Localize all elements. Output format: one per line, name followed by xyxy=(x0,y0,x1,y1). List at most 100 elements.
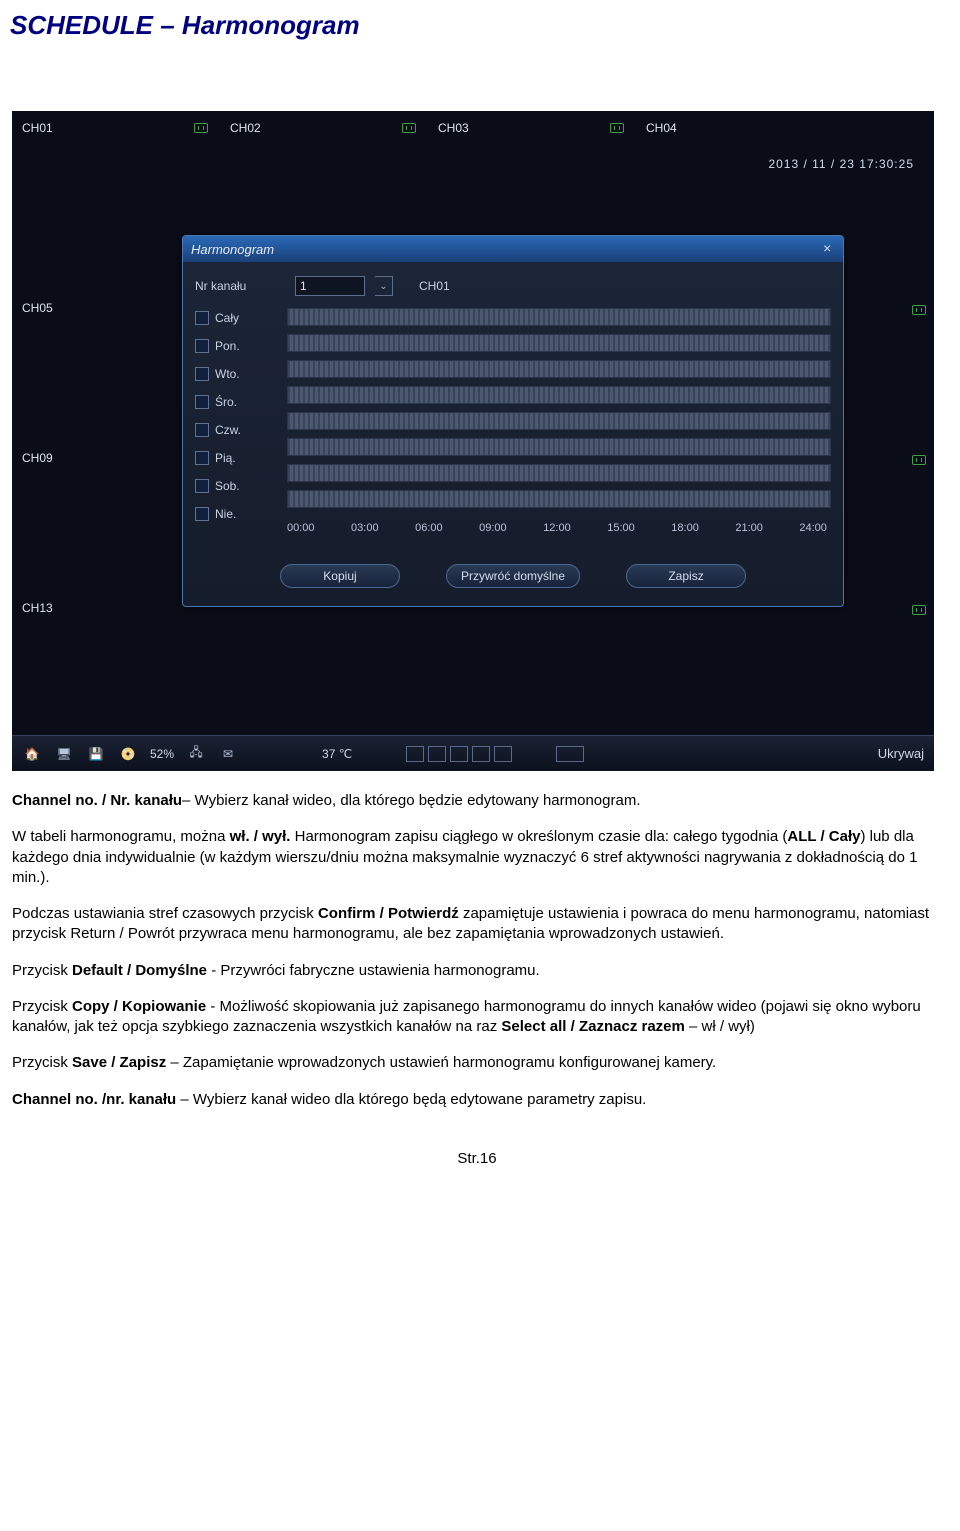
channel-cell: CH03 xyxy=(428,121,636,135)
day-column: Cały Pon. Wto. Śro. Czw. Pią. Sob. Nie. xyxy=(195,308,287,534)
schedule-bar[interactable] xyxy=(287,386,831,404)
day-checkbox-wed[interactable] xyxy=(195,395,209,409)
day-label: Śro. xyxy=(215,395,237,409)
channel-cell: CH04 xyxy=(636,121,844,135)
day-checkbox-tue[interactable] xyxy=(195,367,209,381)
taskbar: 🏠 🖥 💾 📀 52% 🖧 ✉ 37 ℃ Ukrywaj xyxy=(12,735,934,771)
copy-button[interactable]: Kopiuj xyxy=(280,564,400,588)
time-label: 06:00 xyxy=(415,522,443,534)
channel-select-row: Nr kanału 1 ⌄ CH01 xyxy=(195,276,831,296)
p5-text3: – wł / wył) xyxy=(685,1018,755,1035)
day-checkbox-sun[interactable] xyxy=(195,507,209,521)
day-label: Wto. xyxy=(215,367,240,381)
schedule-bar[interactable] xyxy=(287,464,831,482)
channel-label: CH09 xyxy=(22,451,53,465)
day-checkbox-sat[interactable] xyxy=(195,479,209,493)
channel-label: CH04 xyxy=(646,121,677,135)
channel-cell: CH02 xyxy=(220,121,428,135)
channel-row-top: CH01 CH02 CH03 CH04 xyxy=(12,121,934,135)
schedule-bar[interactable] xyxy=(287,438,831,456)
channel-label: CH01 xyxy=(22,121,53,135)
layout-9[interactable] xyxy=(472,746,490,762)
screen-icon[interactable]: 🖥 xyxy=(54,745,74,763)
p2-text: W tabeli harmonogramu, można xyxy=(12,828,225,845)
record-icon xyxy=(912,455,926,465)
schedule-bar[interactable] xyxy=(287,490,831,508)
record-icon xyxy=(610,123,624,133)
schedule-bar[interactable] xyxy=(287,334,831,352)
channel-number-label: Nr kanału xyxy=(195,279,285,293)
document-body: Channel no. / Nr. kanału– Wybierz kanał … xyxy=(0,771,960,1207)
p2-bold2: ALL / Cały xyxy=(787,828,860,845)
p7-text: – Wybierz kanał wideo dla którego będą e… xyxy=(176,1091,646,1108)
time-label: 12:00 xyxy=(543,522,571,534)
time-label: 24:00 xyxy=(799,522,827,534)
day-label: Pon. xyxy=(215,339,240,353)
p6-bold: Save / Zapisz xyxy=(72,1054,166,1071)
time-axis: 00:00 03:00 06:00 09:00 12:00 15:00 18:0… xyxy=(287,522,831,534)
schedule-bar[interactable] xyxy=(287,412,831,430)
time-label: 18:00 xyxy=(671,522,699,534)
day-label: Cały xyxy=(215,311,239,325)
layout-4[interactable] xyxy=(428,746,446,762)
temperature-label: 37 ℃ xyxy=(322,747,352,761)
p3-text: Podczas ustawiania stref czasowych przyc… xyxy=(12,905,318,922)
record-icon xyxy=(912,605,926,615)
disk-icon[interactable]: 📀 xyxy=(118,745,138,763)
channel-cell: CH01 xyxy=(12,121,220,135)
schedule-modal: Harmonogram × Nr kanału 1 ⌄ CH01 Cały Po… xyxy=(182,235,844,607)
day-label: Czw. xyxy=(215,423,241,437)
day-label: Nie. xyxy=(215,507,236,521)
restore-defaults-button[interactable]: Przywróć domyślne xyxy=(446,564,580,588)
p6-text: Przycisk xyxy=(12,1054,72,1071)
schedule-bar[interactable] xyxy=(287,308,831,326)
close-icon[interactable]: × xyxy=(819,241,835,257)
mail-icon[interactable]: ✉ xyxy=(218,745,238,763)
home-icon[interactable]: 🏠 xyxy=(22,745,42,763)
time-label: 21:00 xyxy=(735,522,763,534)
p7-bold: Channel no. /nr. kanału xyxy=(12,1091,176,1108)
chevron-down-icon[interactable]: ⌄ xyxy=(375,276,393,296)
day-label: Pią. xyxy=(215,451,236,465)
page-number: Str.16 xyxy=(12,1150,942,1167)
layout-1[interactable] xyxy=(406,746,424,762)
p4-text2: - Przywróci fabryczne ustawienia harmono… xyxy=(207,962,540,979)
layout-16[interactable] xyxy=(494,746,512,762)
channel-label: CH05 xyxy=(22,301,53,315)
time-label: 00:00 xyxy=(287,522,315,534)
p1-bold: Channel no. / Nr. kanału xyxy=(12,792,182,809)
save-button[interactable]: Zapisz xyxy=(626,564,746,588)
p5-text: Przycisk xyxy=(12,998,72,1015)
usb-icon[interactable]: 💾 xyxy=(86,745,106,763)
bars-column: 00:00 03:00 06:00 09:00 12:00 15:00 18:0… xyxy=(287,308,831,534)
layout-8[interactable] xyxy=(450,746,468,762)
right-record-icons xyxy=(912,305,926,615)
modal-body: Nr kanału 1 ⌄ CH01 Cały Pon. Wto. Śro. C… xyxy=(183,262,843,606)
schedule-grid: Cały Pon. Wto. Śro. Czw. Pią. Sob. Nie. xyxy=(195,308,831,534)
record-icon xyxy=(402,123,416,133)
page-title: SCHEDULE – Harmonogram xyxy=(0,0,960,51)
record-icon xyxy=(912,305,926,315)
day-checkbox-thu[interactable] xyxy=(195,423,209,437)
day-checkbox-fri[interactable] xyxy=(195,451,209,465)
p2-text2: Harmonogram zapisu ciągłego w określonym… xyxy=(290,828,787,845)
hide-button[interactable]: Ukrywaj xyxy=(878,746,924,761)
schedule-bar[interactable] xyxy=(287,360,831,378)
play-icon[interactable] xyxy=(556,746,584,762)
layout-icons xyxy=(406,746,512,762)
time-label: 09:00 xyxy=(479,522,507,534)
datetime-label: 2013 / 11 / 23 17:30:25 xyxy=(768,157,914,171)
channel-label: CH13 xyxy=(22,601,53,615)
day-checkbox-all[interactable] xyxy=(195,311,209,325)
dvr-screenshot: CH01 CH02 CH03 CH04 2013 / 11 / 23 17:30… xyxy=(12,111,934,771)
network-icon[interactable]: 🖧 xyxy=(186,745,206,763)
p5-bold: Copy / Kopiowanie xyxy=(72,998,206,1015)
modal-title: Harmonogram xyxy=(191,242,274,257)
p4-bold: Default / Domyślne xyxy=(72,962,207,979)
channel-name-label: CH01 xyxy=(419,279,450,293)
channel-label: CH03 xyxy=(438,121,469,135)
channel-number-input[interactable]: 1 xyxy=(295,276,365,296)
p1-text: – Wybierz kanał wideo, dla którego będzi… xyxy=(182,792,640,809)
day-checkbox-mon[interactable] xyxy=(195,339,209,353)
time-label: 03:00 xyxy=(351,522,379,534)
